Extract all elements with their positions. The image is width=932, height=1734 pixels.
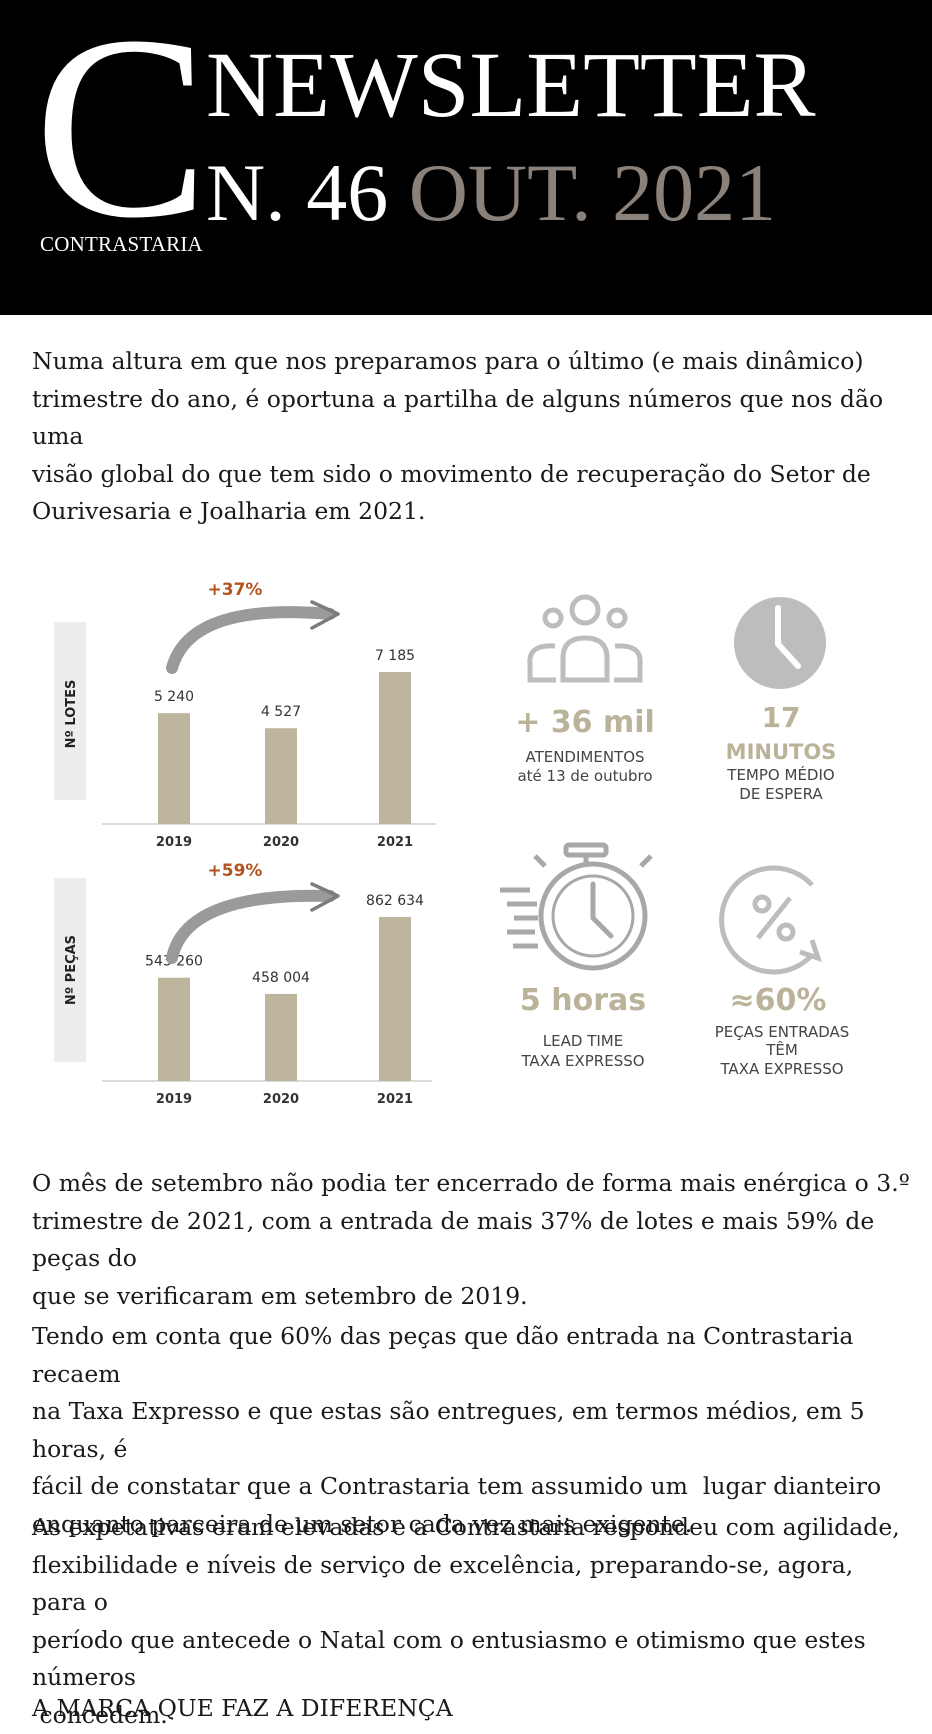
chart-0-ylabel: Nº LOTES bbox=[64, 680, 79, 749]
stat-wait-value: 17 bbox=[762, 701, 801, 734]
chart-1-label-panel bbox=[54, 878, 86, 1062]
intro-paragraph: Numa altura em que nos preparamos para o… bbox=[32, 347, 884, 525]
chart-0-growth-arrow bbox=[166, 606, 336, 674]
charts-group: Nº LOTES 5 240 2019 4 527 2020 7 185 2021 +37% N… bbox=[54, 580, 436, 1107]
percent-icon bbox=[719, 865, 822, 975]
logo-letter: C bbox=[34, 0, 209, 272]
stat-leadtime-value: 5 horas bbox=[520, 983, 646, 1018]
stat-attendance-sub: até 13 de outubro bbox=[517, 767, 652, 785]
stat-attendance-label: ATENDIMENTOS bbox=[525, 748, 644, 766]
stat-share-label3: TAXA EXPRESSO bbox=[719, 1060, 843, 1078]
stat-leadtime-label: LEAD TIME bbox=[543, 1032, 623, 1050]
chart-0-bar-2020 bbox=[265, 728, 297, 824]
people-icon bbox=[527, 594, 643, 683]
stat-attendance-value: + 36 mil bbox=[515, 705, 655, 740]
chart-0-growth-label: +37% bbox=[208, 580, 263, 600]
stat-wait-sub: DE ESPERA bbox=[739, 785, 823, 803]
issue-period: OUT. 2021 bbox=[408, 147, 777, 238]
chart-1-bar-2020 bbox=[265, 993, 297, 1081]
stat-wait-label: TEMPO MÉDIO bbox=[726, 765, 834, 784]
chart-0-year-2020: 2020 bbox=[263, 835, 299, 850]
chart-1-value-2020: 458 004 bbox=[252, 970, 310, 986]
chart-0-value-2019: 5 240 bbox=[154, 689, 194, 705]
stat-share-value: ≈60% bbox=[730, 983, 827, 1018]
chart-0-value-2020: 4 527 bbox=[261, 704, 301, 720]
stat-share-label: PEÇAS ENTRADAS bbox=[715, 1023, 850, 1041]
body-paragraph-2: Tendo em conta que 60% das peças que dão… bbox=[32, 1322, 882, 1538]
stat-wait-unit: MINUTOS bbox=[726, 740, 837, 764]
tagline: A MARCA QUE FAZ A DIFERENÇA bbox=[32, 1694, 453, 1722]
chart-1-value-2021: 862 634 bbox=[366, 893, 424, 909]
body-paragraph-1: O mês de setembro não podia ter encerrad… bbox=[32, 1169, 910, 1310]
chart-1-bar-2019 bbox=[158, 977, 190, 1081]
stat-leadtime-sub: TAXA EXPRESSO bbox=[520, 1052, 644, 1070]
chart-1-ylabel: Nº PEÇAS bbox=[64, 935, 79, 1005]
chart-0-value-2021: 7 185 bbox=[375, 648, 415, 664]
stopwatch-icon bbox=[500, 842, 653, 971]
chart-0-bar-2021 bbox=[379, 672, 411, 824]
chart-0-label-panel bbox=[54, 622, 86, 800]
issue-number: N. 46 bbox=[206, 147, 389, 238]
infographic: Nº LOTES 5 240 2019 4 527 2020 7 185 2021 +37% N… bbox=[54, 580, 850, 1107]
chart-1-arrow-head bbox=[310, 882, 340, 912]
chart-0-arrow-head bbox=[310, 600, 340, 630]
chart-1-growth-label: +59% bbox=[208, 861, 263, 881]
chart-1-bar-2021 bbox=[379, 917, 411, 1081]
chart-0-year-2021: 2021 bbox=[377, 835, 413, 850]
chart-0-year-2019: 2019 bbox=[156, 835, 192, 850]
chart-1-year-2020: 2020 bbox=[263, 1092, 299, 1107]
newsletter-title: NEWSLETTER bbox=[206, 34, 816, 137]
chart-1-year-2019: 2019 bbox=[156, 1092, 192, 1107]
clock-icon bbox=[734, 597, 826, 689]
body-paragraph-3: As expetativas eram elevadas e a Contras… bbox=[32, 1513, 900, 1729]
chart-0-bar-2019 bbox=[158, 713, 190, 824]
chart-1-year-2021: 2021 bbox=[377, 1092, 413, 1107]
chart-1-growth-arrow bbox=[166, 889, 336, 964]
stat-share-label2: TÊM bbox=[765, 1040, 798, 1059]
issue-line: N. 46 OUT. 2021 bbox=[206, 148, 776, 238]
logo-text: CONTRASTARIA bbox=[40, 232, 203, 256]
newsletter-header: C CONTRASTARIA NEWSLETTER N. 46 OUT. 202… bbox=[0, 0, 932, 315]
